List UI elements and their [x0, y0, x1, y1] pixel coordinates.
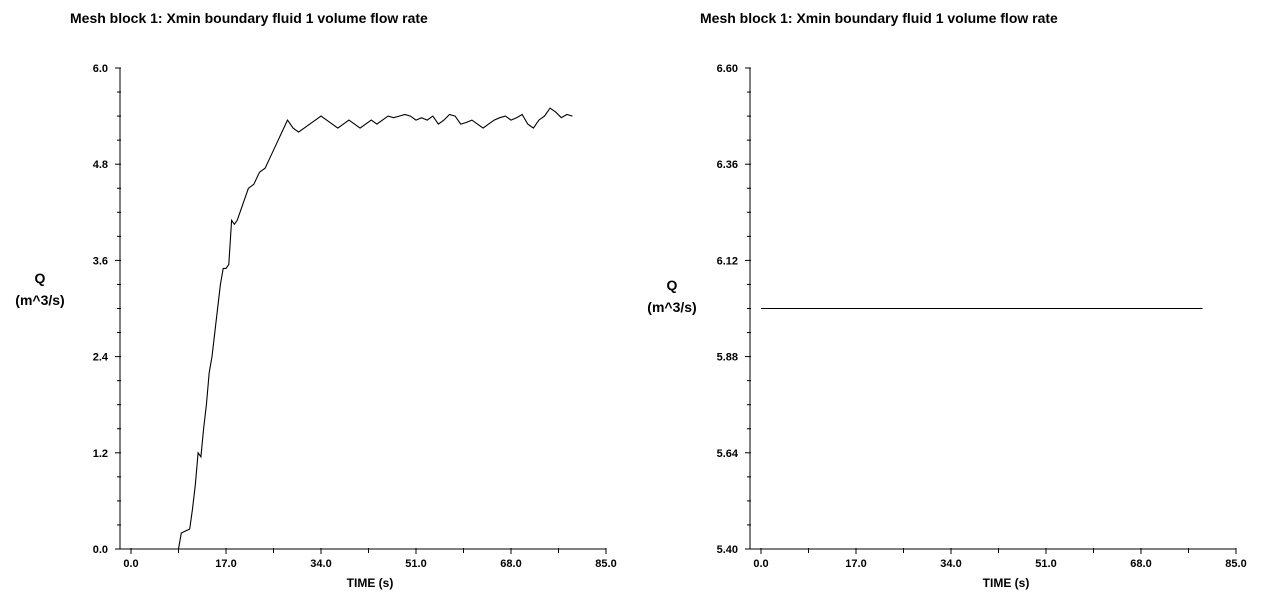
chart-right-x-tick-label: 17.0	[845, 558, 866, 570]
chart-left-series-line	[131, 107, 573, 550]
chart-left-y-tick-label: 1.2	[93, 448, 108, 460]
chart-left-xlabel: TIME (s)	[347, 576, 394, 590]
chart-left-title: Mesh block 1: Xmin boundary fluid 1 volu…	[70, 10, 428, 26]
chart-right-x-tick-label: 85.0	[1225, 558, 1246, 570]
chart-right-x-tick-label: 68.0	[1130, 558, 1151, 570]
chart-left-x-tick-label: 51.0	[405, 558, 426, 570]
chart-left-y-tick-label: 0.0	[93, 544, 108, 556]
chart-left-ylabel-line1: Q	[35, 270, 46, 286]
chart-left-y-tick-label: 6.0	[93, 63, 108, 75]
chart-right-y-tick-label: 6.36	[717, 159, 738, 171]
chart-right-y-tick-label: 6.12	[717, 255, 738, 267]
chart-right-x-tick-label: 51.0	[1035, 558, 1056, 570]
chart-right-y-tick-label: 6.60	[717, 63, 738, 75]
chart-right-y-tick-label: 5.88	[717, 352, 738, 364]
chart-right-x-tick-label: 34.0	[940, 558, 961, 570]
chart-left-x-tick-label: 85.0	[595, 558, 616, 570]
chart-left-x-tick-label: 34.0	[310, 558, 331, 570]
chart-left: Mesh block 1: Xmin boundary fluid 1 volu…	[15, 10, 616, 590]
chart-left-ylabel-line2: (m^3/s)	[15, 292, 64, 308]
chart-left-y-tick-label: 3.6	[93, 255, 108, 267]
chart-left-x-tick-label: 0.0	[123, 558, 138, 570]
chart-right-x-tick-label: 0.0	[753, 558, 768, 570]
chart-left-x-tick-label: 68.0	[500, 558, 521, 570]
chart-right-y-tick-label: 5.40	[717, 544, 738, 556]
chart-left-x-tick-label: 17.0	[215, 558, 236, 570]
chart-left-y-tick-label: 2.4	[93, 352, 109, 364]
chart-left-y-tick-label: 4.8	[93, 159, 108, 171]
chart-right: Mesh block 1: Xmin boundary fluid 1 volu…	[647, 10, 1246, 590]
chart-right-xlabel: TIME (s)	[983, 576, 1030, 590]
chart-right-ylabel-line1: Q	[667, 277, 678, 293]
chart-right-title: Mesh block 1: Xmin boundary fluid 1 volu…	[700, 10, 1058, 26]
chart-right-ylabel-line2: (m^3/s)	[647, 299, 696, 315]
chart-right-y-tick-label: 5.64	[717, 448, 739, 460]
